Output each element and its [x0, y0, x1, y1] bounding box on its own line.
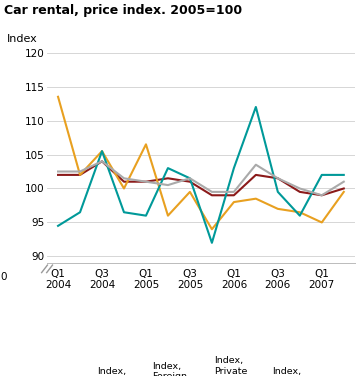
Text: Index: Index: [7, 34, 38, 44]
Legend: Index,
Total, Index,
Foreign
Tourists, Index,
Private
house-
holds, Index,
Busin: Index, Total, Index, Foreign Tourists, I…: [76, 356, 325, 376]
Text: 0: 0: [1, 271, 7, 282]
Text: Car rental, price index. 2005=100: Car rental, price index. 2005=100: [4, 4, 242, 17]
